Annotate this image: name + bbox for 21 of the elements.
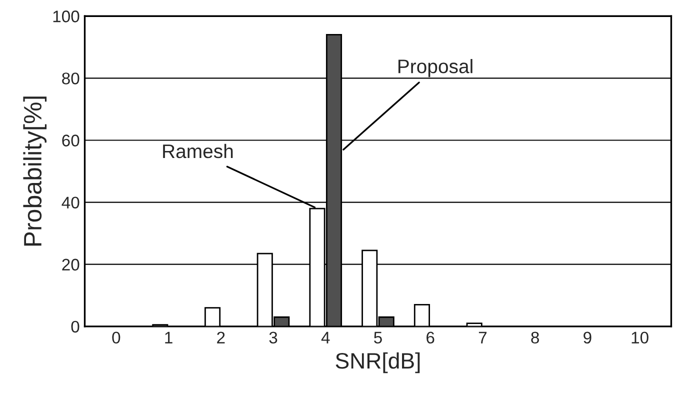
- x-tick-label: 5: [374, 332, 382, 344]
- x-tick-label: 7: [478, 332, 487, 344]
- x-tick-label: 4: [321, 332, 330, 344]
- y-tick-label: 60: [62, 134, 80, 146]
- x-tick-label: 9: [584, 332, 592, 344]
- x-tick-label: 10: [632, 332, 648, 344]
- text: Ramesh: [163, 144, 233, 158]
- x-tick-label: 6: [426, 332, 434, 344]
- y-tick-label: 0: [71, 320, 80, 333]
- x-tick-label: 2: [217, 332, 225, 344]
- x-tick-label: 1: [165, 332, 172, 344]
- x-axis-title: SNR[dB]: [336, 352, 420, 374]
- x-tick-label: 3: [269, 332, 278, 344]
- x-tick-label: 0: [112, 332, 120, 344]
- y-tick-label: 40: [62, 196, 80, 209]
- y-tick-label: 20: [62, 258, 80, 271]
- y-tick-label: 100: [53, 10, 80, 22]
- y-axis-title: Probability[%]: [23, 96, 47, 246]
- y-tick-label: 80: [62, 72, 80, 84]
- x-tick-label: 8: [531, 332, 539, 344]
- text: Proposal: [398, 59, 472, 78]
